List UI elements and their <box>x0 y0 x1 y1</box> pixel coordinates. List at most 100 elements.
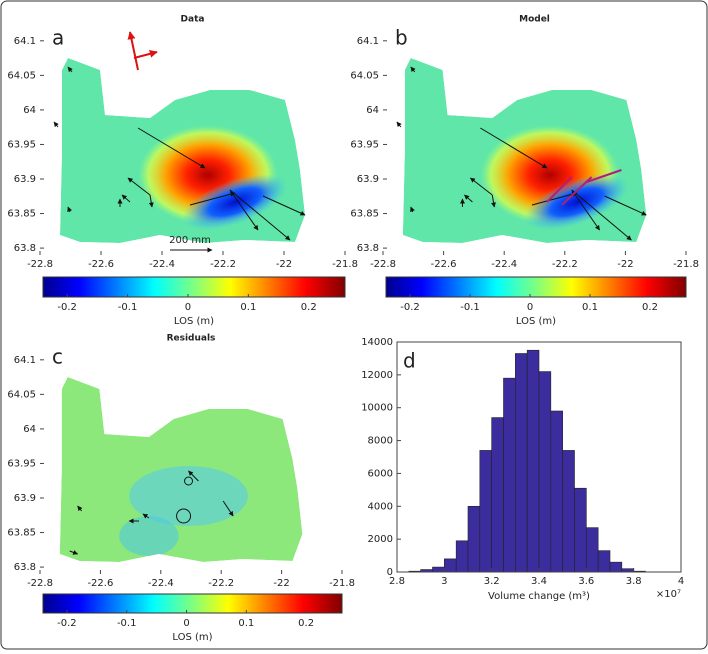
source-marker <box>176 508 192 524</box>
colorbar-tick-label: 0 <box>527 302 533 313</box>
y-tick-label: 63.85 <box>7 209 36 220</box>
colorbar-tick-label: 0.1 <box>238 618 254 629</box>
histogram-bar <box>597 550 611 573</box>
histogram-bar <box>491 417 504 573</box>
look-arrow <box>133 49 158 59</box>
colorbar-tick-label: 0.1 <box>240 302 256 313</box>
displacement-arrow <box>229 189 259 231</box>
x-tick-label: -22.4 <box>491 259 517 270</box>
map-surface <box>60 58 305 243</box>
colorbar-tick-label: -0.2 <box>400 302 420 313</box>
histogram-bar <box>609 561 623 573</box>
histogram-bar <box>550 410 563 573</box>
y-tick-label: 4000 <box>368 501 393 512</box>
x-tick-label: -22.8 <box>370 259 396 270</box>
colorbar-tick-label: 0.2 <box>642 302 658 313</box>
displacement-arrow <box>571 189 600 231</box>
colorbar-label: LOS (m) <box>516 316 556 327</box>
histogram-bar <box>586 527 599 573</box>
histogram-bar <box>515 353 528 573</box>
colorbar-tick-label: 0.2 <box>301 302 317 313</box>
x-tick-label: -22.2 <box>208 578 234 589</box>
displacement-arrow <box>262 195 306 216</box>
displacement-arrow <box>571 189 632 241</box>
panel-label: b <box>395 26 408 50</box>
x-tick-label: 3.2 <box>484 576 500 587</box>
colorbar-tick-label: 0 <box>183 618 189 629</box>
panel-title: Data <box>181 15 205 25</box>
y-tick-label: 63.9 <box>14 174 36 185</box>
y-tick-label: 12000 <box>361 370 393 381</box>
displacement-arrow <box>396 121 402 128</box>
displacement-arrow <box>229 189 291 241</box>
y-tick-label: 6000 <box>368 468 393 479</box>
colorbar-tick-label: -0.1 <box>118 302 138 313</box>
colorbar <box>385 276 687 298</box>
x-tick-label: 3.6 <box>578 576 594 587</box>
y-tick-label: 0 <box>387 567 393 578</box>
x-tick-label: -22.2 <box>210 259 236 270</box>
residual-low <box>129 466 248 526</box>
x-tick-label: -22 <box>276 259 292 270</box>
x-tick-label: -22 <box>617 259 633 270</box>
subsidence <box>182 174 288 230</box>
scale-label: 200 mm <box>169 235 211 246</box>
y-tick-label: 63.95 <box>7 139 36 150</box>
y-tick-label: 63.9 <box>357 174 379 185</box>
histogram-bar <box>432 566 445 573</box>
residual-low <box>119 516 179 556</box>
colorbar-tick-label: -0.2 <box>57 618 77 629</box>
displacement-arrow <box>69 550 79 555</box>
y-tick-label: 64 <box>23 105 36 116</box>
x-tick-label: -22.8 <box>27 259 53 270</box>
displacement-arrow <box>142 513 150 519</box>
map-surface <box>402 58 647 243</box>
histogram-bar <box>562 450 575 573</box>
panel-title: Model <box>519 15 550 25</box>
panel-title: Residuals <box>167 334 216 344</box>
y-tick-label: 64.05 <box>350 70 379 81</box>
x-tick-label: 3 <box>441 576 447 587</box>
displacement-arrow <box>148 194 154 208</box>
displacement-arrow <box>188 470 199 482</box>
histogram-bar <box>503 377 516 573</box>
histogram-bar <box>455 540 469 573</box>
displacement-arrow <box>604 195 647 216</box>
displacement-arrow <box>77 505 83 512</box>
y-tick-label: 63.85 <box>350 209 379 220</box>
displacement-arrow <box>410 66 416 73</box>
x-tick-label: -22 <box>273 578 289 589</box>
fault <box>586 169 622 183</box>
x-tick-label: -22.4 <box>149 259 175 270</box>
y-tick-label: 64 <box>366 105 379 116</box>
x-axis-label: Volume change (m³) <box>488 591 590 602</box>
displacement-arrow <box>53 121 59 128</box>
y-tick-label: 63.8 <box>14 562 36 573</box>
y-tick-label: 63.85 <box>7 528 36 539</box>
y-tick-label: 10000 <box>361 403 393 414</box>
colorbar-tick-label: 0 <box>185 302 191 313</box>
x-tick-label: -22.6 <box>88 259 114 270</box>
y-tick-label: 63.95 <box>350 139 379 150</box>
panel-label: d <box>403 349 416 373</box>
subsidence <box>524 174 629 230</box>
displacement-arrow <box>480 127 548 169</box>
histogram-bar <box>444 558 457 573</box>
map-surface <box>59 377 303 562</box>
displacement-arrow <box>189 191 236 206</box>
displacement-arrow <box>470 177 493 196</box>
displacement-arrow <box>67 206 72 213</box>
y-tick-label: 64.1 <box>357 36 379 47</box>
colorbar-tick-label: 0.1 <box>582 302 598 313</box>
x-multiplier: ×10⁷ <box>656 589 681 600</box>
colorbar-label: LOS (m) <box>172 632 212 643</box>
x-tick-label: -22.6 <box>431 259 457 270</box>
x-tick-label: -22.4 <box>148 578 174 589</box>
y-tick-label: 64.1 <box>14 355 36 366</box>
x-tick-label: 3.8 <box>626 576 642 587</box>
x-tick-label: -22.6 <box>87 578 113 589</box>
displacement-arrow <box>67 66 73 73</box>
histogram-bar <box>538 371 552 573</box>
